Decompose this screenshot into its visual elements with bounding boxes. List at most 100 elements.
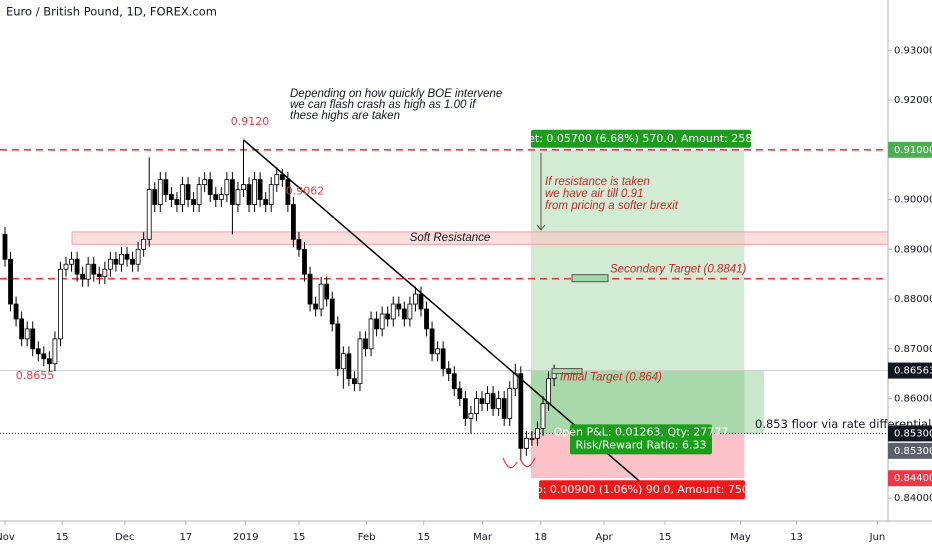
candle-body bbox=[546, 378, 551, 404]
candle-body bbox=[141, 238, 147, 250]
candle-body bbox=[107, 258, 113, 270]
candle-body bbox=[174, 199, 180, 205]
candle-body bbox=[168, 194, 174, 200]
candle-body bbox=[130, 258, 135, 265]
axis-price-label: 0.86563 bbox=[894, 366, 932, 377]
candle-body bbox=[335, 323, 341, 370]
axis-price-label-bg bbox=[888, 362, 932, 379]
x-tick-label: Jun bbox=[869, 532, 886, 543]
y-tick-label: 0.88000 bbox=[894, 294, 932, 305]
candle-body bbox=[352, 378, 357, 385]
note: these highs are taken bbox=[290, 110, 400, 122]
x-tick-label: May bbox=[730, 532, 751, 543]
x-tick-label: Mar bbox=[473, 532, 493, 543]
stop-label: Stop: 0.00900 (1.06%) 90.0, Amount: 750.… bbox=[518, 483, 767, 496]
x-tick-label: 2019 bbox=[233, 532, 258, 543]
candle-body bbox=[490, 393, 496, 409]
layer: 0.9120 0.9062 0.8655 Depending on how quick… bbox=[2, 88, 932, 500]
candle-body bbox=[368, 318, 374, 350]
candle-body bbox=[457, 388, 463, 399]
candle-body bbox=[58, 268, 63, 340]
price-annotation: 0.9120 bbox=[231, 115, 270, 128]
candle-body bbox=[224, 179, 230, 195]
candle-body bbox=[96, 273, 102, 278]
candle-body bbox=[401, 308, 407, 320]
candle-body bbox=[69, 258, 74, 265]
candle-body bbox=[218, 194, 224, 200]
candle-body bbox=[46, 358, 52, 365]
candle-body bbox=[102, 268, 108, 278]
candle-body bbox=[24, 328, 30, 340]
candle-body bbox=[340, 353, 346, 370]
candle-body bbox=[185, 184, 191, 200]
candle-body bbox=[213, 194, 219, 200]
note: If resistance is taken bbox=[545, 176, 650, 188]
note: Initial Target (0.864) bbox=[560, 372, 662, 384]
candle-body bbox=[52, 338, 58, 365]
note: from pricing a softer brexit bbox=[545, 200, 679, 212]
candle-body bbox=[385, 313, 391, 320]
y-tick-label: 0.87000 bbox=[894, 344, 932, 355]
candle-body bbox=[485, 393, 490, 404]
candle-body bbox=[91, 263, 97, 275]
candle-body bbox=[540, 403, 546, 429]
axis-price-label: 0.91000 bbox=[894, 145, 932, 156]
candle-body bbox=[252, 179, 257, 205]
pnl-label: Risk/Reward Ratio: 6.33 bbox=[576, 438, 707, 451]
y-tick-label: 0.84000 bbox=[894, 493, 932, 504]
candle-body bbox=[535, 428, 540, 439]
x-tick-label: 13 bbox=[790, 532, 803, 543]
stop-label-bg bbox=[539, 480, 745, 500]
candle-body bbox=[180, 184, 185, 205]
x-tick-label: Apr bbox=[595, 532, 613, 543]
x-tick-label: 15 bbox=[56, 532, 69, 543]
candle-body bbox=[8, 258, 13, 305]
candle-body bbox=[529, 437, 535, 440]
x-tick-label: 17 bbox=[179, 532, 192, 543]
candle-body bbox=[279, 174, 285, 181]
x-tick-label: Feb bbox=[358, 532, 376, 543]
candle-body bbox=[285, 179, 291, 205]
candle-body bbox=[235, 189, 241, 205]
axis-price-label-bg bbox=[888, 470, 932, 487]
axis-price-label: 0.85300 bbox=[894, 428, 932, 439]
candle-body bbox=[268, 184, 274, 205]
x-tick-label: 15 bbox=[293, 532, 306, 543]
candle-body bbox=[135, 248, 141, 265]
candle-body bbox=[307, 273, 313, 305]
target-box bbox=[571, 274, 609, 283]
y-tick-label: 0.90000 bbox=[894, 195, 932, 206]
candle-body bbox=[429, 328, 435, 355]
candle-body bbox=[468, 413, 474, 419]
candle-body bbox=[152, 189, 158, 205]
x-tick-label: Nov bbox=[0, 532, 15, 543]
candle-body bbox=[496, 398, 502, 409]
candle-body bbox=[324, 283, 330, 300]
candle-body bbox=[202, 179, 208, 186]
y-tick-label: 0.89000 bbox=[894, 244, 932, 255]
candle-body bbox=[501, 398, 507, 419]
trendline bbox=[243, 139, 641, 482]
note: we have air till 0.91 bbox=[545, 188, 643, 200]
candle-body bbox=[157, 179, 163, 205]
candle-body bbox=[246, 184, 252, 205]
target-box bbox=[551, 368, 583, 375]
candle-body bbox=[74, 258, 80, 275]
candle-body bbox=[196, 184, 202, 205]
price-annotation: 0.9062 bbox=[286, 185, 325, 198]
candle-body bbox=[479, 398, 485, 404]
candle-body bbox=[462, 398, 468, 419]
candle-body bbox=[241, 184, 246, 190]
candle-body bbox=[440, 348, 446, 370]
candle-body bbox=[257, 179, 263, 200]
x-tick-label: Dec bbox=[115, 532, 134, 543]
candle-body bbox=[507, 388, 513, 419]
candle-body bbox=[523, 437, 529, 449]
candle-body bbox=[435, 348, 441, 355]
axis-price-label: 0.85300 bbox=[894, 446, 932, 457]
axis-price-label-bg bbox=[888, 425, 932, 442]
y-tick-label: 0.93000 bbox=[894, 45, 932, 56]
candle-body bbox=[313, 303, 318, 310]
open-profit-zone bbox=[530, 370, 765, 434]
